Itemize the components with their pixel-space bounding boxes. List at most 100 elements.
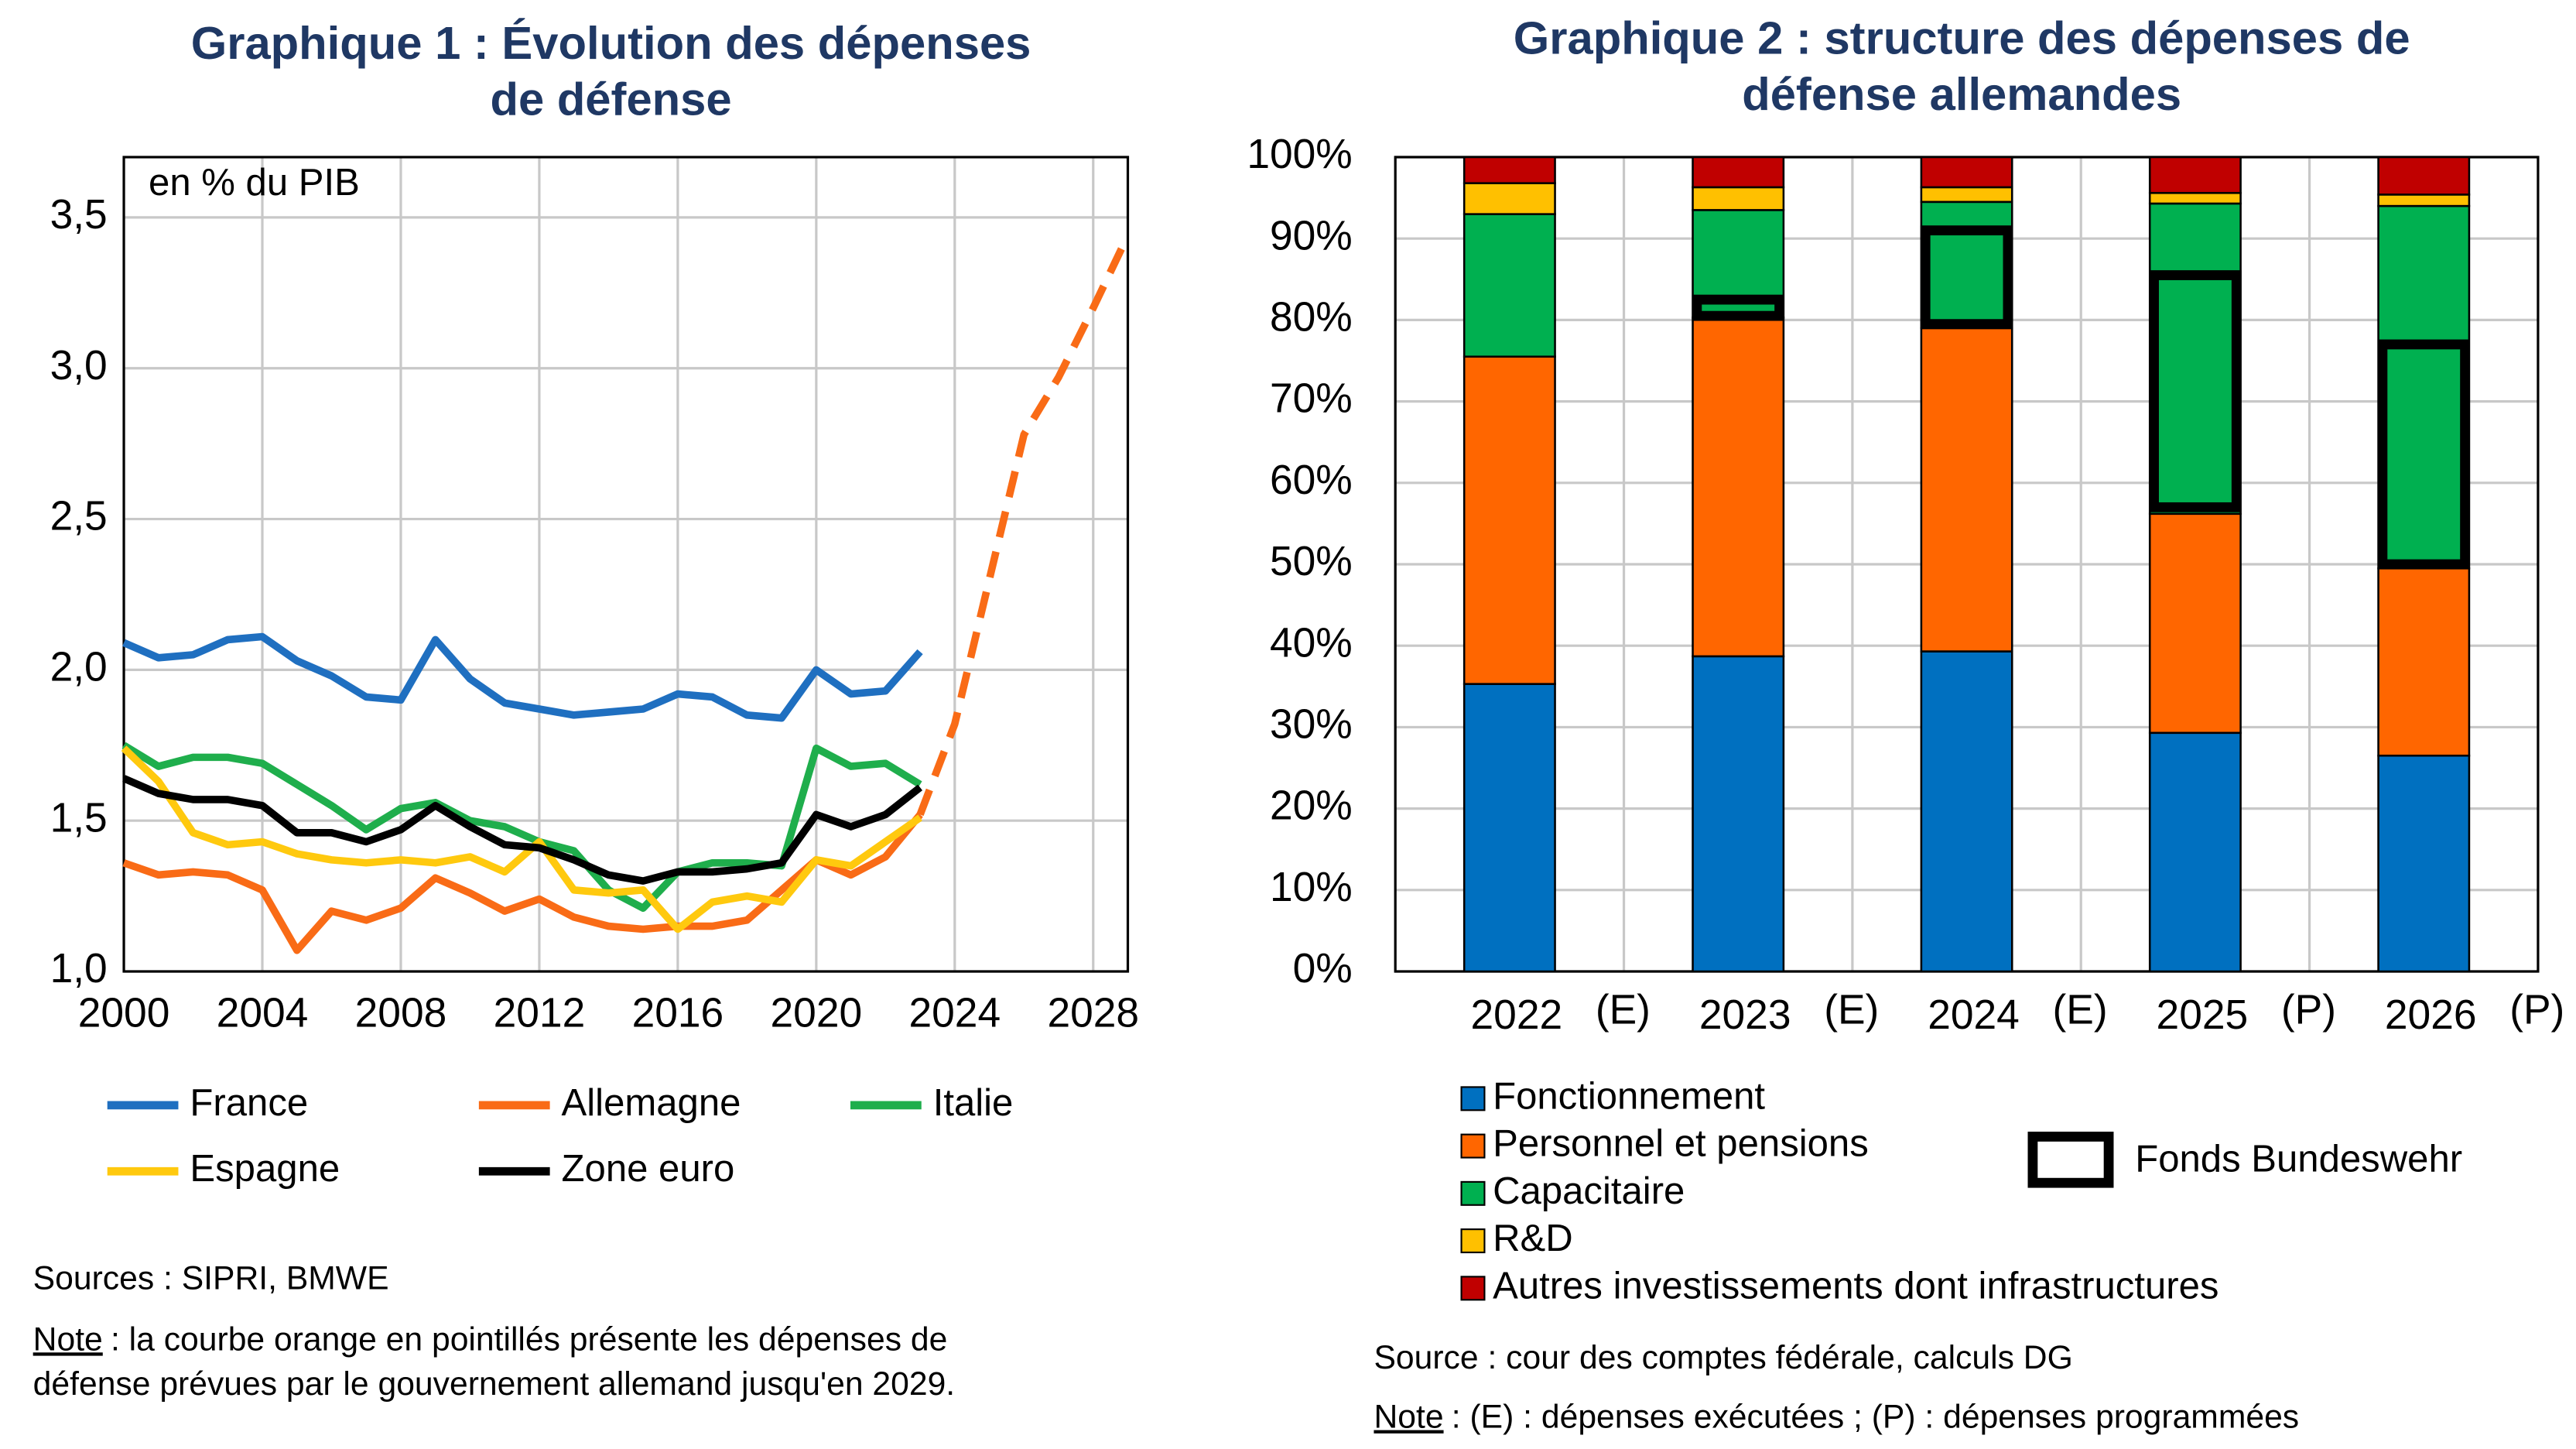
y-tick-label: 1,5 xyxy=(50,795,108,841)
y-tick-label: 90% xyxy=(1270,213,1353,259)
fund-box xyxy=(1692,294,1784,321)
bar-segment xyxy=(2377,567,2471,757)
legend-swatch xyxy=(1460,1276,1486,1301)
bar-segment xyxy=(1692,316,1785,658)
fund-box xyxy=(1920,225,2013,330)
legend-label: Autres investissements dont infrastructu… xyxy=(1493,1265,2219,1307)
y-tick-label: 80% xyxy=(1270,294,1353,340)
legend-label: R&D xyxy=(1493,1218,1573,1259)
chart-title: Graphique 1 : Évolution des dépenses xyxy=(191,17,1031,69)
bar-segment xyxy=(1462,213,1556,358)
y-tick-label: 10% xyxy=(1270,865,1353,910)
bar-segment xyxy=(2377,156,2471,196)
bar-segment xyxy=(1920,186,2013,204)
bar-segment xyxy=(1692,186,1785,211)
legend-label: Espagne xyxy=(190,1148,340,1190)
bar-segment xyxy=(1920,650,2013,973)
x-tick-note: (E) xyxy=(1596,987,1651,1033)
y-tick-label: 100% xyxy=(1247,132,1352,177)
bar-segment xyxy=(1462,156,1556,184)
bar-segment xyxy=(1920,156,2013,189)
legend-swatch xyxy=(1460,1180,1486,1206)
chart-title: Graphique 2 : structure des dépenses de xyxy=(1514,12,2410,63)
note-label: Note xyxy=(33,1321,103,1358)
x-tick-label: 2008 xyxy=(355,991,447,1036)
y-tick-label: 30% xyxy=(1270,702,1353,748)
bar-segment xyxy=(1462,355,1556,685)
legend-label: Italie xyxy=(933,1082,1014,1124)
annotation: en % du PIB xyxy=(149,162,360,204)
legend-swatch xyxy=(1460,1133,1486,1159)
sources: Source : cour des comptes fédérale, calc… xyxy=(1374,1339,2072,1376)
x-tick-label: 2016 xyxy=(632,991,724,1036)
chart-title: de défense xyxy=(490,73,731,125)
x-tick-label: 2025 xyxy=(2157,992,2249,1038)
x-tick-label: 2024 xyxy=(908,991,1001,1036)
legend-label: Personnel et pensions xyxy=(1493,1123,1869,1165)
note-text: : (E) : dépenses exécutées ; (P) : dépen… xyxy=(1452,1399,2299,1436)
bar-segment xyxy=(2148,731,2242,973)
x-tick-label: 2020 xyxy=(771,991,863,1036)
bar-segment xyxy=(2377,194,2471,207)
x-tick-label: 2022 xyxy=(1471,992,1563,1038)
bar-segment xyxy=(2377,754,2471,973)
y-tick-label: 70% xyxy=(1270,376,1353,422)
series-line xyxy=(121,745,922,933)
legend-swatch xyxy=(1460,1228,1486,1254)
x-tick-label: 2012 xyxy=(494,991,586,1036)
note-text: défense prévues par le gouvernement alle… xyxy=(33,1365,955,1403)
series-line xyxy=(916,234,1131,817)
y-tick-label: 50% xyxy=(1270,539,1353,584)
y-tick-label: 60% xyxy=(1270,457,1353,503)
chart-title: défense allemandes xyxy=(1742,68,2181,120)
legend-label: Zone euro xyxy=(562,1148,735,1190)
series-line xyxy=(121,742,922,913)
x-tick-note: (P) xyxy=(2281,987,2336,1033)
x-tick-label: 2028 xyxy=(1047,991,1139,1036)
bar-segment xyxy=(1920,327,2013,653)
bar-segment xyxy=(2148,202,2242,516)
x-tick-label: 2026 xyxy=(2385,992,2477,1038)
legend-label: France xyxy=(190,1082,308,1124)
y-tick-label: 20% xyxy=(1270,783,1353,829)
y-tick-label: 40% xyxy=(1270,620,1353,666)
series-line xyxy=(122,632,923,722)
x-tick-note: (E) xyxy=(1824,987,1879,1033)
series-line xyxy=(122,812,923,954)
bar-segment xyxy=(2377,204,2471,570)
legend-swatch xyxy=(1460,1086,1486,1112)
y-tick-label: 3,5 xyxy=(50,192,108,238)
bar-segment xyxy=(1920,200,2013,330)
series-line xyxy=(122,775,923,885)
y-tick-label: 2,0 xyxy=(50,644,108,690)
bar-segment xyxy=(1462,182,1556,215)
x-tick-note: (E) xyxy=(2053,987,2108,1033)
x-tick-note: (P) xyxy=(2509,987,2564,1033)
legend-label: Fonctionnement xyxy=(1493,1075,1765,1117)
legend-label: Allemagne xyxy=(562,1082,741,1124)
sources: Sources : SIPRI, BMWE xyxy=(33,1259,389,1297)
note-text: : la courbe orange en pointillés présent… xyxy=(111,1321,947,1358)
bar-segment xyxy=(1462,683,1556,973)
bar-segment xyxy=(2148,156,2242,194)
bar-segment xyxy=(1692,156,1785,189)
x-tick-label: 2023 xyxy=(1699,992,1791,1038)
y-tick-label: 0% xyxy=(1293,946,1353,992)
note-label: Note xyxy=(1374,1399,1443,1436)
x-tick-label: 2000 xyxy=(78,991,170,1036)
fund-box xyxy=(2149,270,2242,512)
legend-label: Fonds Bundeswehr xyxy=(2135,1138,2462,1180)
x-tick-label: 2024 xyxy=(1928,992,2020,1038)
bar-segment xyxy=(2148,191,2242,205)
legend-label: Capacitaire xyxy=(1493,1170,1685,1212)
bar-segment xyxy=(2148,512,2242,735)
legend-swatch xyxy=(2027,1132,2114,1188)
x-tick-label: 2004 xyxy=(217,991,309,1036)
plot-frame xyxy=(122,156,1130,973)
y-tick-label: 1,0 xyxy=(50,946,108,992)
bar-segment xyxy=(1692,655,1785,973)
y-tick-label: 3,0 xyxy=(50,343,108,389)
y-tick-label: 2,5 xyxy=(50,494,108,540)
fund-box xyxy=(2377,339,2470,570)
